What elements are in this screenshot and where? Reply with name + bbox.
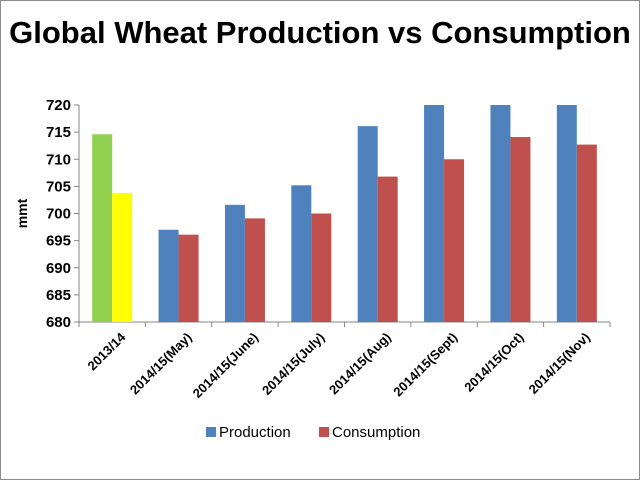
x-tick-label: 2014/15(June) — [190, 330, 261, 401]
y-tick-label: 695 — [46, 233, 71, 250]
x-tick-label: 2014/15(Oct) — [461, 330, 526, 395]
chart-title: Global Wheat Production vs Consumption — [9, 15, 631, 50]
x-tick-label: 2014/15(Aug) — [326, 330, 394, 398]
bar-consumption-5 — [444, 159, 465, 322]
x-tick-label: 2014/15(July) — [259, 330, 327, 398]
y-tick-label: 715 — [46, 124, 71, 141]
bar-production-7 — [556, 105, 577, 322]
bar-production-5 — [424, 105, 445, 322]
bar-consumption-6 — [510, 137, 531, 322]
bar-consumption-3 — [311, 213, 332, 322]
bar-production-0 — [92, 134, 113, 322]
legend-label-consumption: Consumption — [332, 424, 420, 441]
bar-production-6 — [490, 105, 511, 322]
bars-group — [92, 105, 597, 322]
y-tick-label: 710 — [46, 151, 71, 168]
x-tick-label: 2014/15(Nov) — [526, 330, 593, 397]
bar-production-3 — [291, 185, 312, 322]
legend-swatch-production — [206, 427, 216, 437]
x-tick-label: 2013/14 — [84, 329, 128, 373]
bar-consumption-0 — [112, 192, 133, 322]
y-tick-label: 720 — [46, 97, 71, 114]
legend-swatch-consumption — [319, 427, 329, 437]
bar-production-1 — [158, 229, 179, 322]
y-tick-label: 680 — [46, 314, 71, 331]
bar-production-2 — [224, 204, 245, 322]
bar-consumption-2 — [244, 218, 265, 322]
bar-consumption-7 — [576, 144, 597, 322]
y-tick-label: 685 — [46, 287, 71, 304]
x-tick-label: 2014/15(May) — [127, 330, 195, 398]
legend-label-production: Production — [219, 424, 291, 441]
y-tick-label: 690 — [46, 260, 71, 277]
bar-production-4 — [357, 126, 378, 322]
x-tick-label: 2014/15(Sept) — [390, 330, 460, 400]
bar-consumption-1 — [178, 234, 199, 322]
y-tick-label: 700 — [46, 206, 71, 223]
bar-consumption-4 — [377, 176, 398, 322]
y-tick-label: 705 — [46, 178, 71, 195]
y-axis-label: mmt — [14, 198, 30, 228]
